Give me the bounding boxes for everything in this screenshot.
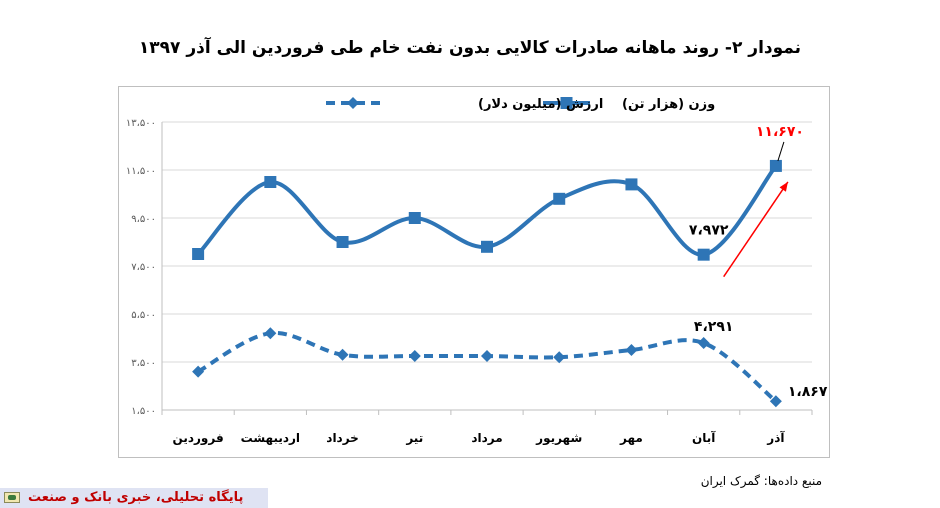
data-label: ۴،۲۹۱ (694, 319, 734, 335)
x-tick-label: تیر (405, 431, 423, 445)
data-label: ۱۱،۶۷۰ (756, 124, 804, 140)
x-tick-label: آبان (692, 430, 716, 445)
data-point-square (192, 248, 205, 260)
y-tick-label: ۳،۵۰۰ (131, 358, 156, 369)
x-tick-label: مهر (619, 431, 643, 445)
x-tick-label: مرداد (471, 431, 502, 445)
data-point-square (769, 159, 782, 172)
data-point-diamond (769, 395, 782, 408)
data-point-diamond (408, 350, 421, 362)
trend-arrow-line (723, 181, 789, 278)
trend-arrow-head (779, 181, 788, 192)
legend-marker-diamond (347, 97, 359, 109)
leader-line (777, 141, 785, 162)
legend-label: وزن (هزار تن) (622, 97, 715, 112)
y-tick-label: ۷،۵۰۰ (131, 262, 156, 273)
data-point-square (553, 192, 566, 205)
data-point-diamond (625, 344, 638, 356)
legend-marker-square (560, 97, 573, 109)
y-tick-label: ۵،۵۰۰ (131, 310, 156, 321)
x-tick-label: فروردین (173, 431, 224, 446)
x-tick-label: شهریور (535, 431, 582, 446)
data-point-square (336, 236, 349, 248)
x-tick-label: اردیبهشت (241, 431, 300, 445)
x-tick-label: خرداد (326, 431, 359, 445)
data-point-diamond (264, 327, 277, 340)
y-tick-label: ۹،۵۰۰ (131, 214, 156, 225)
data-point-diamond (697, 337, 710, 350)
series-line (197, 331, 778, 403)
y-tick-label: ۱۳،۵۰۰ (126, 118, 156, 129)
data-point-diamond (336, 348, 349, 361)
data-label: ۱،۸۶۷ (788, 384, 828, 400)
source-note: منبع داده‌ها: گمرک ایران (700, 474, 822, 488)
footer-banner: پایگاه تحلیلی، خبری بانک و صنعت (0, 488, 268, 508)
y-tick-label: ۱۱،۵۰۰ (126, 166, 156, 177)
footer-text[interactable]: پایگاه تحلیلی، خبری بانک و صنعت (28, 490, 244, 505)
data-point-square (408, 212, 421, 224)
x-tick-label: آذر (766, 430, 785, 445)
site-logo-icon (4, 492, 20, 503)
data-point-square (264, 176, 277, 188)
data-label: ۷،۹۷۲ (689, 223, 729, 239)
plot-area-frame (118, 86, 830, 458)
y-tick-label: ۱،۵۰۰ (131, 406, 156, 417)
data-point-diamond (481, 350, 493, 362)
data-point-square (625, 178, 638, 191)
legend-label: ارزش (میلیون دلار) (478, 97, 603, 112)
data-point-square (697, 248, 710, 261)
data-point-diamond (192, 365, 205, 378)
data-point-square (481, 240, 493, 253)
data-point-diamond (553, 351, 566, 364)
chart-title: نمودار ۲- روند ماهانه صادرات کالایی بدون… (138, 38, 802, 58)
